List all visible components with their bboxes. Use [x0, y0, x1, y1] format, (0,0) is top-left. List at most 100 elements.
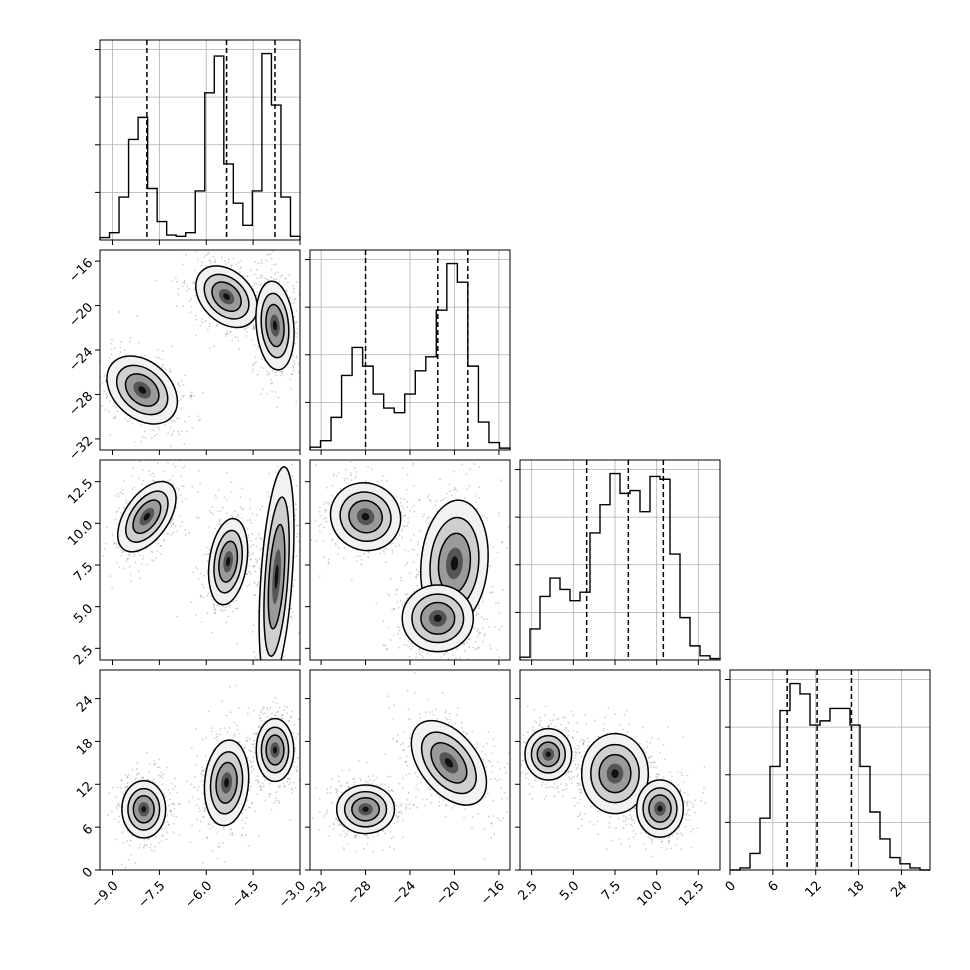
- scatter-point: [209, 260, 212, 263]
- scatter-point: [345, 468, 347, 471]
- scatter-point: [228, 727, 231, 729]
- scatter-point: [236, 607, 239, 610]
- scatter-point: [125, 353, 127, 356]
- scatter-point: [219, 728, 222, 730]
- scatter-point: [249, 558, 252, 561]
- scatter-point: [411, 548, 413, 551]
- scatter-point: [443, 652, 445, 655]
- scatter-point: [248, 788, 251, 791]
- scatter-point: [331, 484, 334, 487]
- scatter-point: [111, 810, 113, 813]
- scatter-point: [455, 490, 458, 492]
- scatter-point: [382, 475, 384, 477]
- scatter-point: [202, 391, 205, 394]
- scatter-point: [129, 839, 132, 842]
- scatter-point: [172, 483, 175, 486]
- scatter-point: [148, 470, 150, 473]
- scatter-point: [203, 810, 206, 813]
- scatter-point: [221, 610, 224, 613]
- scatter-point: [109, 434, 112, 437]
- scatter-point: [257, 780, 259, 783]
- scatter-point: [176, 496, 179, 499]
- scatter-point: [244, 809, 247, 811]
- scatter-point: [164, 827, 167, 830]
- scatter-point: [333, 475, 335, 478]
- scatter-point: [285, 706, 288, 709]
- scatter-point: [288, 274, 291, 277]
- scatter-point: [142, 479, 145, 482]
- scatter-point: [226, 330, 229, 332]
- density-content: [100, 250, 300, 447]
- scatter-point: [259, 508, 261, 511]
- density-content: [100, 460, 300, 660]
- scatter-point: [424, 520, 427, 523]
- scatter-point: [406, 500, 409, 503]
- scatter-point: [246, 585, 249, 588]
- histogram-step-line: [309, 262, 511, 450]
- scatter-point: [385, 561, 387, 563]
- scatter-point: [177, 383, 180, 386]
- scatter-point: [161, 834, 164, 837]
- scatter-point: [255, 514, 258, 517]
- scatter-point: [356, 555, 358, 558]
- scatter-point: [498, 612, 501, 614]
- scatter-point: [181, 285, 184, 288]
- scatter-point: [157, 542, 159, 545]
- scatter-point: [213, 603, 215, 606]
- scatter-point: [119, 351, 122, 353]
- scatter-point: [501, 625, 503, 627]
- scatter-point: [266, 253, 269, 256]
- scatter-point: [496, 551, 499, 554]
- scatter-point: [249, 781, 251, 784]
- scatter-point: [205, 736, 208, 739]
- scatter-point: [484, 633, 486, 635]
- scatter-point: [279, 785, 282, 788]
- scatter-point: [107, 814, 109, 816]
- density-mode: [258, 466, 295, 660]
- scatter-point: [281, 274, 283, 277]
- scatter-point: [253, 326, 256, 329]
- scatter-point: [217, 510, 220, 513]
- scatter-point: [160, 771, 163, 774]
- scatter-point: [136, 762, 139, 765]
- scatter-point: [323, 509, 326, 511]
- scatter-point: [180, 475, 183, 478]
- density-mode: [329, 482, 402, 552]
- scatter-point: [396, 626, 399, 628]
- scatter-point: [255, 268, 258, 271]
- scatter-point: [236, 336, 239, 339]
- scatter-point: [413, 548, 416, 551]
- scatter-point: [139, 554, 142, 557]
- scatter-point: [295, 401, 298, 403]
- scatter-point: [290, 302, 293, 305]
- scatter-point: [190, 783, 193, 785]
- scatter-point: [144, 436, 147, 439]
- scatter-point: [251, 631, 254, 633]
- scatter-point: [194, 294, 197, 297]
- scatter-point: [231, 339, 234, 342]
- scatter-point: [114, 416, 116, 419]
- scatter-point: [154, 763, 157, 765]
- scatter-point: [206, 836, 208, 838]
- scatter-point: [421, 651, 424, 654]
- scatter-point: [228, 258, 230, 261]
- scatter-point: [151, 780, 154, 782]
- scatter-point: [266, 374, 268, 376]
- scatter-point: [183, 465, 186, 468]
- scatter-point: [251, 533, 254, 536]
- scatter-point: [400, 497, 402, 500]
- scatter-point: [239, 496, 242, 498]
- scatter-point: [452, 488, 455, 491]
- scatter-point: [208, 548, 211, 551]
- scatter-point: [399, 576, 402, 579]
- scatter-point: [189, 841, 192, 843]
- scatter-point: [168, 371, 171, 373]
- scatter-point: [115, 511, 118, 513]
- scatter-point: [268, 472, 271, 475]
- scatter-point: [412, 464, 414, 467]
- scatter-point: [184, 533, 187, 536]
- scatter-point: [126, 776, 129, 779]
- scatter-point: [189, 394, 192, 397]
- scatter-point: [178, 488, 180, 491]
- scatter-point: [241, 517, 244, 520]
